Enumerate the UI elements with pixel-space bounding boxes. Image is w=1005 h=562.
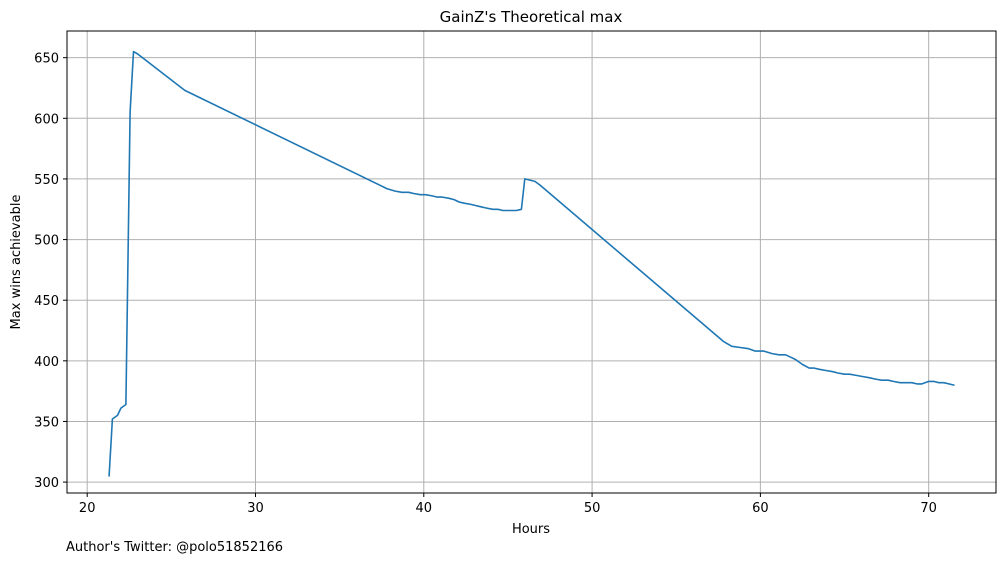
y-tick-label: 500 [34,234,59,249]
x-axis-label: Hours [512,522,550,537]
series-layer [108,50,955,477]
y-tick-label: 550 [34,173,59,188]
x-tick-label: 20 [79,501,96,516]
x-tick-label: 50 [584,501,601,516]
y-tick-label: 300 [34,476,59,491]
x-tick-label: 60 [752,501,769,516]
y-tick-label: 650 [34,52,59,67]
y-tick-label: 600 [34,112,59,127]
axis-ticks: 20 30 40 50 60 70 300 350 400 450 500 550 600 650 [34,52,937,516]
chart-title: GainZ's Theoretical max [440,8,623,26]
author-twitter-note: Author's Twitter: @polo51852166 [66,540,283,555]
series-line [108,50,955,477]
y-tick-label: 350 [34,415,59,430]
y-axis-label: Max wins achievable [9,195,24,330]
grid-lines [67,31,996,493]
x-tick-label: 70 [920,501,937,516]
y-tick-label: 450 [34,294,59,309]
plot-frame [66,30,997,494]
y-tick-label: 400 [34,355,59,370]
x-tick-label: 40 [416,501,433,516]
x-tick-label: 30 [247,501,264,516]
